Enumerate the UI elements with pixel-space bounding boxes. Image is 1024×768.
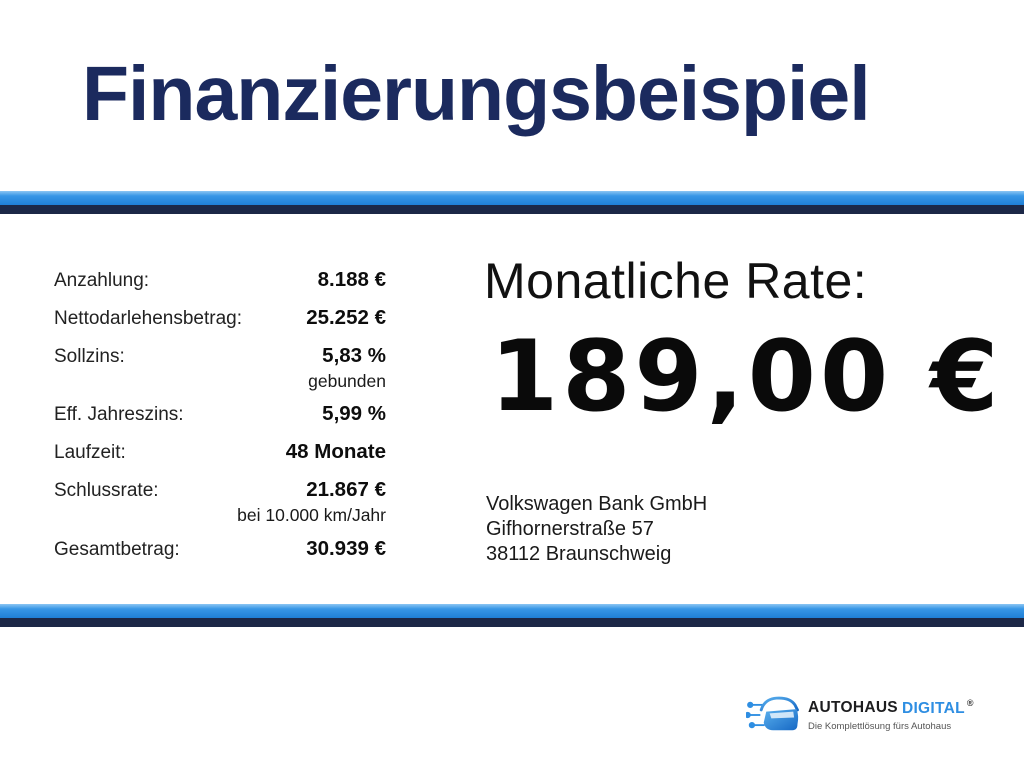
finance-value: 30.939 € bbox=[306, 537, 386, 560]
finance-label: Anzahlung: bbox=[54, 270, 150, 291]
finance-value: 25.252 € bbox=[306, 306, 386, 329]
finance-label: Eff. Jahreszins: bbox=[54, 404, 184, 425]
autohaus-digital-logo: AUTOHAUS DIGITAL ® Die Komplettlösung fürs… bbox=[746, 690, 974, 740]
bottom-divider-blue-stripe bbox=[0, 604, 1024, 618]
bank-address: Volkswagen Bank GmbH Gifhornerstraße 57 … bbox=[486, 492, 707, 567]
monthly-rate-value: 189,00 € bbox=[490, 320, 1003, 434]
logo-tagline: Die Komplettlösung fürs Autohaus bbox=[808, 720, 952, 732]
page-title: Finanzierungsbeispiel bbox=[82, 51, 871, 137]
monthly-rate-label: Monatliche Rate: bbox=[484, 253, 868, 309]
car-circuit-icon bbox=[746, 696, 799, 731]
finance-value: 8.188 € bbox=[317, 268, 386, 291]
finance-note: gebunden bbox=[308, 371, 386, 391]
finance-label: Nettodarlehensbetrag: bbox=[54, 308, 243, 329]
finance-label: Schlussrate: bbox=[54, 480, 159, 501]
logo-brand-primary: AUTOHAUS bbox=[808, 699, 898, 717]
finance-row-schlussrate: Schlussrate: 21.867 € bei 10.000 km/Jahr bbox=[54, 478, 386, 526]
bottom-divider-navy-stripe bbox=[0, 618, 1024, 627]
finance-value: 5,83 % bbox=[322, 344, 386, 367]
finance-label: Laufzeit: bbox=[54, 442, 126, 463]
finance-label: Gesamtbetrag: bbox=[54, 539, 180, 560]
logo-brand-secondary: DIGITAL bbox=[901, 699, 965, 717]
finance-row-anzahlung: Anzahlung: 8.188 € bbox=[54, 268, 386, 292]
finance-row-laufzeit: Laufzeit: 48 Monate bbox=[54, 440, 386, 464]
finance-value: 48 Monate bbox=[285, 440, 386, 463]
top-divider bbox=[0, 191, 1024, 214]
finance-value: 5,99 % bbox=[322, 402, 386, 425]
finance-value: 21.867 € bbox=[306, 478, 386, 501]
bank-city: 38112 Braunschweig bbox=[486, 543, 672, 565]
top-divider-navy-stripe bbox=[0, 205, 1024, 214]
registered-mark: ® bbox=[966, 698, 974, 709]
finance-row-nettodarlehensbetrag: Nettodarlehensbetrag: 25.252 € bbox=[54, 306, 386, 330]
finance-row-eff-jahreszins: Eff. Jahreszins: 5,99 % bbox=[54, 402, 386, 426]
finance-note: bei 10.000 km/Jahr bbox=[237, 505, 386, 525]
logo-text: AUTOHAUS DIGITAL ® Die Komplettlösung fürs… bbox=[808, 698, 974, 731]
finance-row-sollzins: Sollzins: 5,83 % gebunden bbox=[54, 344, 386, 392]
logo-name: AUTOHAUS DIGITAL ® bbox=[808, 698, 974, 717]
finance-row-gesamtbetrag: Gesamtbetrag: 30.939 € bbox=[54, 537, 386, 561]
bank-name: Volkswagen Bank GmbH bbox=[486, 493, 708, 515]
top-divider-blue-stripe bbox=[0, 191, 1024, 205]
finance-label: Sollzins: bbox=[54, 346, 125, 367]
bottom-divider bbox=[0, 604, 1024, 627]
bank-street: Gifhornerstraße 57 bbox=[486, 518, 654, 540]
